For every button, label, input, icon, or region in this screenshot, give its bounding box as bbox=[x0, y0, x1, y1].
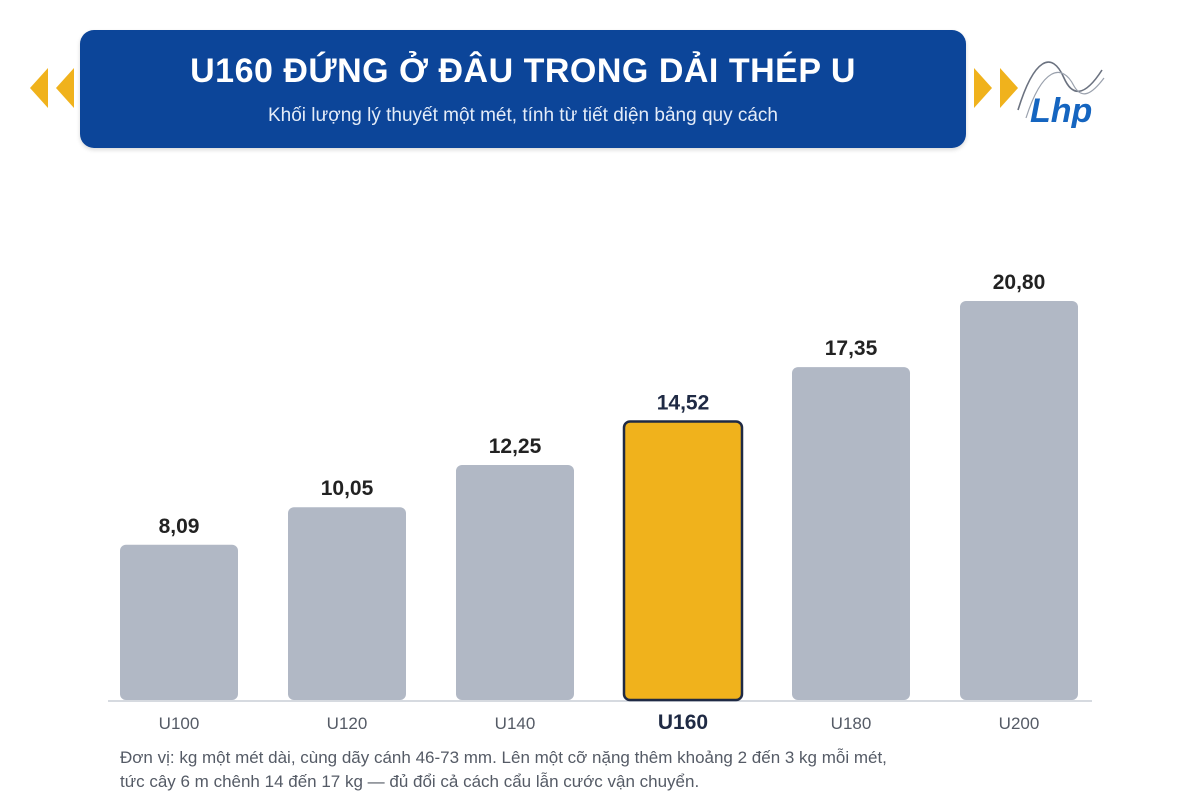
category-label-u140: U140 bbox=[495, 714, 536, 733]
logo-text: Lhp bbox=[1030, 92, 1092, 128]
bar-u200 bbox=[960, 300, 1078, 700]
lhp-logo-icon: Lhp bbox=[1012, 48, 1108, 130]
category-label-u120: U120 bbox=[327, 714, 368, 733]
value-label-u160: 14,52 bbox=[657, 391, 710, 414]
category-label-u200: U200 bbox=[999, 714, 1040, 733]
category-label-u180: U180 bbox=[831, 714, 872, 733]
footnote-line-1: Đơn vị: kg một mét dài, cùng dãy cánh 46… bbox=[120, 748, 887, 767]
bar-u120 bbox=[288, 507, 406, 700]
bar-u140 bbox=[456, 465, 574, 700]
value-label-u100: 8,09 bbox=[159, 515, 200, 538]
bar-u100 bbox=[120, 544, 238, 700]
category-label-u100: U100 bbox=[159, 714, 200, 733]
category-label-u160: U160 bbox=[658, 711, 708, 734]
bar-u160 bbox=[622, 420, 744, 702]
footnote: Đơn vị: kg một mét dài, cùng dãy cánh 46… bbox=[120, 746, 1020, 794]
value-label-u140: 12,25 bbox=[489, 435, 542, 458]
right-arrows-icon bbox=[972, 68, 1020, 108]
header-banner: U160 ĐỨNG Ở ĐÂU TRONG DẢI THÉP U Khối lư… bbox=[80, 30, 966, 148]
page-title: U160 ĐỨNG Ở ĐÂU TRONG DẢI THÉP U bbox=[190, 52, 856, 90]
page-subtitle: Khối lượng lý thuyết một mét, tính từ ti… bbox=[267, 105, 778, 126]
footnote-line-2: tức cây 6 m chênh 14 đến 17 kg — đủ đổi … bbox=[120, 772, 700, 791]
left-arrows-icon bbox=[28, 68, 76, 108]
value-label-u120: 10,05 bbox=[321, 477, 374, 500]
value-label-u200: 20,80 bbox=[993, 271, 1046, 294]
bar-u180 bbox=[792, 367, 910, 700]
value-label-u180: 17,35 bbox=[825, 337, 878, 360]
